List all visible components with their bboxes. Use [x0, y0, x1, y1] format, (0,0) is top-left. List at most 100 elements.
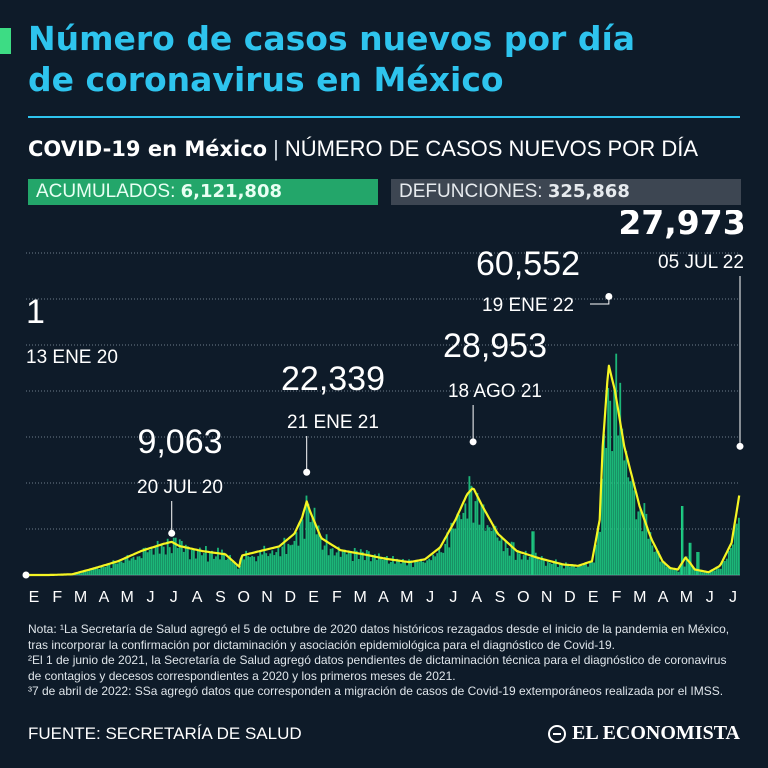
- daily-cases-bar: [381, 559, 384, 575]
- daily-cases-bar: [384, 556, 386, 575]
- daily-cases-bar: [349, 552, 352, 575]
- x-tick-label: O: [517, 589, 529, 606]
- daily-cases-bar: [176, 547, 179, 575]
- daily-cases-bar: [532, 531, 535, 575]
- x-tick-label: M: [74, 589, 87, 606]
- daily-cases-bar: [261, 554, 264, 575]
- daily-cases-bar: [339, 556, 342, 575]
- daily-cases-bar: [655, 550, 658, 575]
- daily-cases-bar: [502, 551, 505, 575]
- daily-cases-bar: [221, 549, 223, 575]
- daily-cases-bar: [534, 552, 537, 575]
- daily-cases-bar: [579, 564, 581, 575]
- daily-cases-bar: [548, 562, 551, 575]
- daily-cases-bar: [486, 525, 489, 575]
- daily-cases-bar: [462, 512, 465, 575]
- annotation-value: 28,953: [443, 327, 547, 365]
- daily-cases-bar: [257, 556, 260, 575]
- accent-bar: [0, 28, 11, 54]
- daily-cases-bar: [227, 558, 229, 575]
- daily-cases-bar: [472, 522, 475, 575]
- daily-cases-bar: [267, 556, 270, 575]
- daily-cases-bar: [526, 559, 529, 575]
- daily-cases-bar: [705, 571, 708, 575]
- daily-cases-bar: [174, 537, 177, 575]
- annotation-marker: [303, 468, 311, 476]
- daily-cases-bar: [681, 506, 684, 575]
- daily-cases-bar: [120, 561, 123, 575]
- daily-cases-bar: [633, 490, 636, 575]
- daily-cases-bar: [466, 518, 469, 575]
- daily-cases-bar: [434, 556, 437, 575]
- x-tick-label: O: [237, 589, 249, 606]
- daily-cases-bar: [440, 552, 443, 575]
- daily-cases-bar: [490, 530, 493, 575]
- daily-cases-bar: [617, 435, 620, 575]
- daily-cases-bar: [432, 554, 435, 575]
- daily-cases-bar: [589, 561, 591, 575]
- accumulated-box: ACUMULADOS: 6,121,808: [28, 179, 378, 205]
- note-3: ³7 de abril de 2022: SSa agregó datos qu…: [28, 684, 724, 698]
- daily-cases-bar: [213, 558, 215, 575]
- daily-cases-bar: [558, 563, 561, 575]
- daily-cases-bar: [540, 556, 543, 575]
- daily-cases-bar: [136, 556, 139, 575]
- annotation-value: 60,552: [476, 245, 580, 283]
- daily-cases-bar: [116, 563, 119, 575]
- daily-cases-bar: [500, 537, 503, 575]
- daily-cases-bar: [707, 572, 710, 575]
- daily-cases-bar: [100, 566, 103, 575]
- daily-cases-bar: [587, 566, 589, 575]
- daily-cases-bar: [363, 560, 366, 575]
- daily-cases-bar: [458, 514, 461, 575]
- daily-cases-bar: [202, 553, 205, 575]
- deaths-value: 325,868: [547, 181, 630, 202]
- daily-cases-bar: [180, 540, 183, 575]
- daily-cases-bar: [279, 556, 282, 575]
- daily-cases-bar: [713, 570, 716, 575]
- daily-cases-bar: [122, 562, 125, 575]
- x-tick-label: J: [729, 589, 737, 606]
- daily-cases-bar: [223, 552, 225, 575]
- daily-cases-bar: [231, 561, 233, 575]
- daily-cases-bar: [277, 548, 280, 575]
- daily-cases-bar: [92, 569, 95, 575]
- daily-cases-bar: [108, 564, 111, 575]
- daily-cases-bar: [737, 517, 740, 575]
- daily-cases-bar: [520, 559, 523, 575]
- daily-cases-bar: [88, 570, 91, 575]
- daily-cases-bar: [482, 504, 485, 575]
- daily-cases-bar: [166, 538, 169, 575]
- annotation-value: 1: [26, 293, 45, 331]
- daily-cases-bar: [96, 568, 99, 575]
- daily-cases-bar: [731, 544, 734, 575]
- daily-cases-bar: [565, 562, 567, 575]
- annotation-date: 19 ENE 22: [482, 295, 574, 316]
- daily-cases-bar: [677, 571, 680, 575]
- daily-cases-bar: [90, 570, 93, 575]
- daily-cases-bar: [217, 547, 219, 575]
- daily-cases-bar: [496, 537, 499, 575]
- daily-cases-bar: [575, 567, 577, 575]
- daily-cases-bar: [542, 559, 545, 575]
- daily-cases-bar: [581, 565, 583, 575]
- daily-cases-bar: [219, 559, 221, 575]
- subtitle-rest: NÚMERO DE CASOS NUEVOS POR DÍA: [284, 136, 699, 161]
- daily-cases-bar: [207, 561, 209, 575]
- daily-cases-bar: [613, 389, 616, 575]
- notes: Nota: ¹La Secretaría de Salud agregó el …: [28, 622, 743, 700]
- x-tick-label: J: [426, 589, 434, 606]
- x-tick-label: M: [633, 589, 646, 606]
- daily-cases-bar: [392, 556, 394, 575]
- daily-cases-bar: [295, 532, 298, 575]
- page-title: Número de casos nuevos por día de corona…: [28, 18, 748, 100]
- daily-cases-bar: [480, 503, 483, 575]
- daily-cases-bar: [468, 476, 471, 575]
- daily-cases-bar: [725, 558, 728, 575]
- daily-cases-bar: [225, 559, 227, 575]
- annotation-date: 21 ENE 21: [287, 412, 379, 433]
- daily-cases-bar: [110, 568, 113, 575]
- daily-cases-bar: [404, 561, 406, 575]
- x-tick-label: E: [29, 589, 40, 606]
- daily-cases-bar: [84, 570, 87, 575]
